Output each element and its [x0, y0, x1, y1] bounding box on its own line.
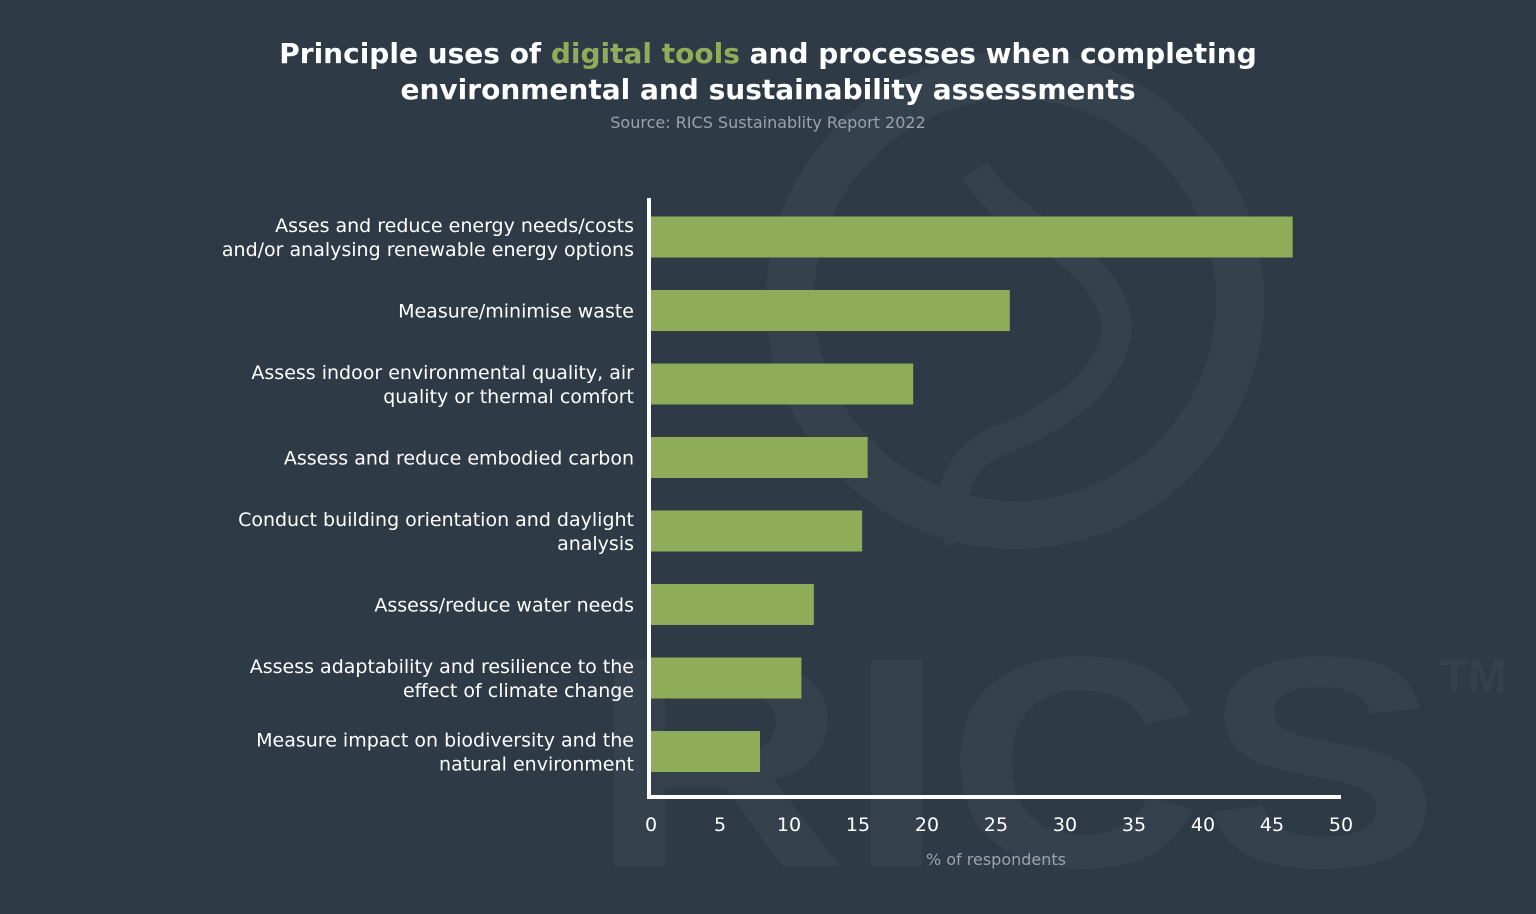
category-label-6: Assess/reduce water needs [374, 595, 634, 617]
category-label-line: Assess and reduce embodied carbon [284, 448, 634, 470]
category-label-line: analysis [557, 533, 634, 555]
category-label-1: Asses and reduce energy needs/costs and/o… [222, 215, 634, 261]
category-label-line: natural environment [439, 754, 634, 776]
x-tick-label: 40 [1191, 814, 1215, 836]
category-label-line: Measure/minimise waste [398, 301, 634, 323]
x-tick-label: 15 [846, 814, 870, 836]
bar-4 [651, 437, 868, 478]
title-line-2: environmental and sustainability assessm… [400, 73, 1136, 106]
bar-6 [651, 584, 814, 625]
category-label-line: effect of climate change [403, 680, 634, 702]
bar-7 [651, 657, 802, 699]
x-tick-label: 10 [777, 814, 801, 836]
chart-subtitle: Source: RICS Sustainablity Report 2022 [610, 113, 926, 132]
bar-5 [651, 510, 863, 552]
category-label-line: Asses and reduce energy needs/costs [275, 215, 634, 237]
watermark-trademark: TM [1440, 650, 1506, 702]
category-label-line: Assess adaptability and resilience to th… [250, 656, 634, 678]
category-label-8: Measure impact on biodiversity and the na… [256, 730, 634, 776]
x-tick-label: 35 [1122, 814, 1146, 836]
chart-title: Principle uses of digital tools and proc… [0, 36, 1536, 108]
x-tick-label: 0 [645, 814, 657, 836]
title-part-2: and processes when completing [739, 37, 1257, 70]
x-tick-label: 20 [915, 814, 939, 836]
category-label-2: Measure/minimise waste [398, 301, 634, 323]
category-label-line: Assess indoor environmental quality, air [251, 362, 634, 384]
bar-3 [651, 363, 914, 405]
category-label-3: Assess indoor environmental quality, air… [251, 362, 634, 408]
category-label-line: and/or analysing renewable energy option… [222, 239, 634, 261]
bar-1 [651, 216, 1293, 258]
x-tick-label: 5 [714, 814, 726, 836]
x-axis-label: % of respondents [926, 850, 1066, 869]
category-label-7: Assess adaptability and resilience to th… [250, 656, 634, 702]
title-part-1: Principle uses of [279, 37, 551, 70]
bar-8 [651, 731, 761, 772]
bar-2 [651, 290, 1010, 331]
category-label-line: quality or thermal comfort [383, 386, 634, 408]
category-label-line: Measure impact on biodiversity and the [256, 730, 634, 752]
category-label-line: Conduct building orientation and dayligh… [238, 509, 634, 531]
category-label-4: Assess and reduce embodied carbon [284, 448, 634, 470]
category-label-5: Conduct building orientation and dayligh… [238, 509, 634, 555]
x-tick-label: 45 [1260, 814, 1284, 836]
x-tick-label: 25 [984, 814, 1008, 836]
title-highlight: digital tools [550, 37, 740, 70]
x-tick-label: 50 [1329, 814, 1353, 836]
x-tick-label: 30 [1053, 814, 1077, 836]
category-label-line: Assess/reduce water needs [374, 595, 634, 617]
